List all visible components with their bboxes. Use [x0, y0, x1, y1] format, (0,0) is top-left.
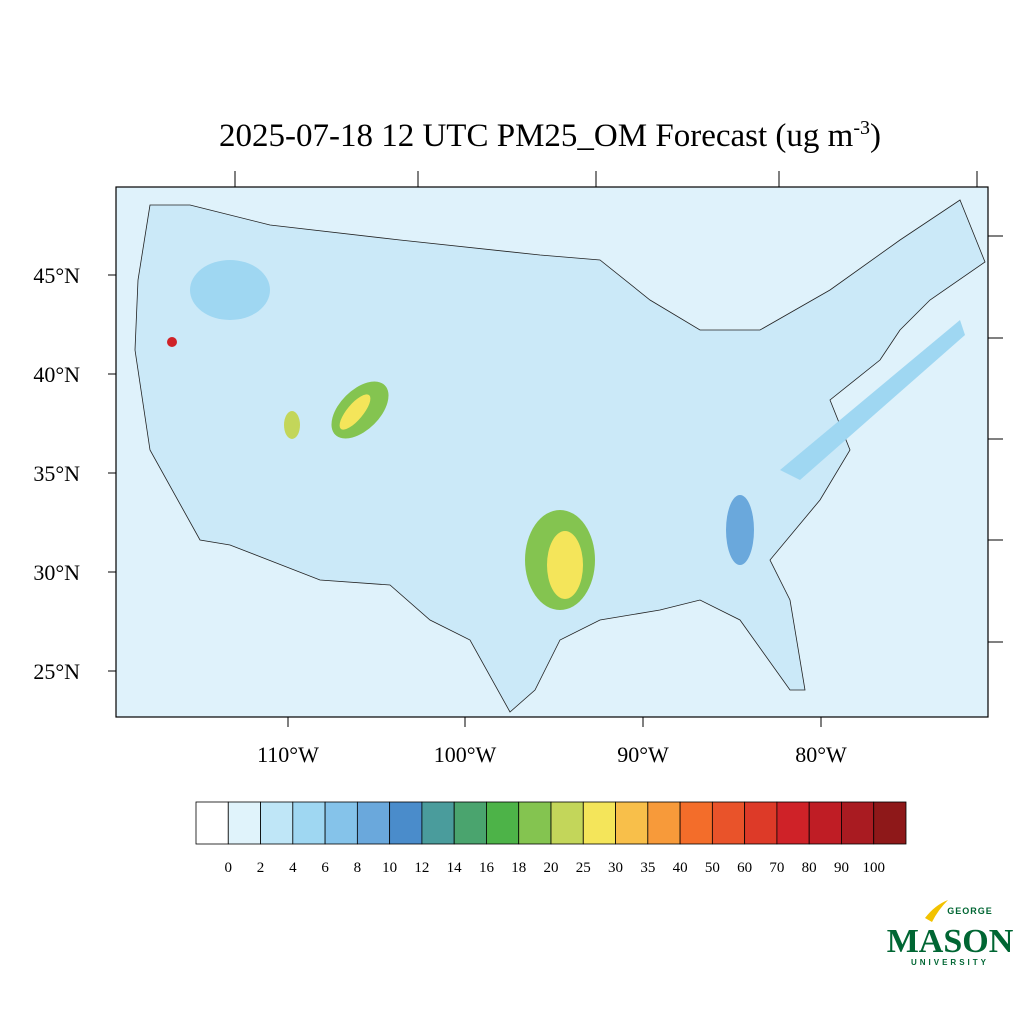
colorbar-label: 12 [414, 860, 429, 876]
colorbar-box [615, 801, 649, 845]
colorbar-box [356, 801, 391, 845]
colorbar-box [776, 801, 810, 845]
lat-label: 30°N [33, 560, 80, 585]
logo: GEORGE MASON UNIVERSITY [887, 900, 1014, 967]
colorbar-label: 30 [608, 860, 623, 876]
lat-label: 35°N [33, 461, 80, 486]
logo-swoosh [925, 900, 948, 922]
colorbar-box [873, 801, 907, 845]
lon-label: 110°W [257, 742, 319, 767]
us-outline [134, 199, 986, 713]
title: 2025-07-18 12 UTC PM25_OM Forecast (ug m… [219, 117, 881, 154]
colorbar-label: 60 [737, 860, 752, 876]
colorbar-label: 80 [802, 860, 817, 876]
plume [190, 260, 270, 320]
colorbar-box [453, 801, 487, 845]
colorbar-label: 25 [576, 860, 591, 876]
colorbar-label: 6 [321, 860, 329, 876]
colorbar-box [679, 801, 713, 845]
lon-label: 80°W [795, 742, 847, 767]
colorbar-label: 50 [705, 860, 720, 876]
colorbar-box [841, 801, 875, 845]
colorbar-label: 100 [862, 860, 885, 876]
colorbar-box [195, 801, 229, 845]
plume [284, 411, 300, 439]
plume [780, 320, 965, 480]
logo-bottom: UNIVERSITY [911, 958, 989, 967]
colorbar-box [292, 801, 326, 845]
colorbar-box [260, 801, 294, 845]
colorbar-box [582, 801, 616, 845]
colorbar-label: 0 [225, 860, 233, 876]
colorbar-box [421, 801, 455, 845]
lat-label: 40°N [33, 362, 80, 387]
colorbar-box [518, 801, 552, 845]
colorbar-box [808, 801, 842, 845]
lat-label: 45°N [33, 263, 80, 288]
colorbar-box [550, 801, 584, 845]
map [115, 186, 989, 718]
title-close: ) [870, 118, 881, 154]
colorbar-label: 2 [257, 860, 265, 876]
lon-label: 90°W [617, 742, 669, 767]
colorbar-label: 70 [769, 860, 784, 876]
plume [726, 495, 754, 565]
plume [339, 394, 371, 430]
colorbar-box [324, 801, 358, 845]
colorbar-label: 4 [289, 860, 297, 876]
map-ticks: 45°N 40°N 35°N 30°N 25°N 110°W 100°W 90°W 80°W [33, 171, 1003, 767]
colorbar-box [744, 801, 778, 845]
title-superscript: -3 [853, 117, 870, 139]
lat-label: 25°N [33, 659, 80, 684]
colorbar-label: 35 [640, 860, 655, 876]
colorbar-label: 20 [544, 860, 559, 876]
colorbar-label: 18 [511, 860, 526, 876]
colorbar-label: 16 [479, 860, 495, 876]
colorbar-box [227, 801, 261, 845]
colorbar-box [647, 801, 681, 845]
plume [547, 531, 583, 599]
plume [167, 337, 177, 347]
logo-top: GEORGE [947, 906, 993, 916]
colorbar: 0 2 4 6 8 10 12 14 16 18 20 25 30 35 40 50 60 70 80 90 100 [195, 801, 907, 876]
map-frame [115, 186, 989, 718]
colorbar-label: 90 [834, 860, 849, 876]
title-main: 2025-07-18 12 UTC PM25_OM Forecast (ug m [219, 118, 854, 154]
logo-main: MASON [887, 923, 1014, 960]
colorbar-label: 40 [673, 860, 688, 876]
colorbar-label: 10 [382, 860, 397, 876]
lon-label: 100°W [434, 742, 497, 767]
colorbar-box [486, 801, 520, 845]
colorbar-label: 8 [354, 860, 362, 876]
colorbar-label: 14 [447, 860, 463, 876]
colorbar-box [711, 801, 746, 845]
colorbar-box [389, 801, 423, 845]
